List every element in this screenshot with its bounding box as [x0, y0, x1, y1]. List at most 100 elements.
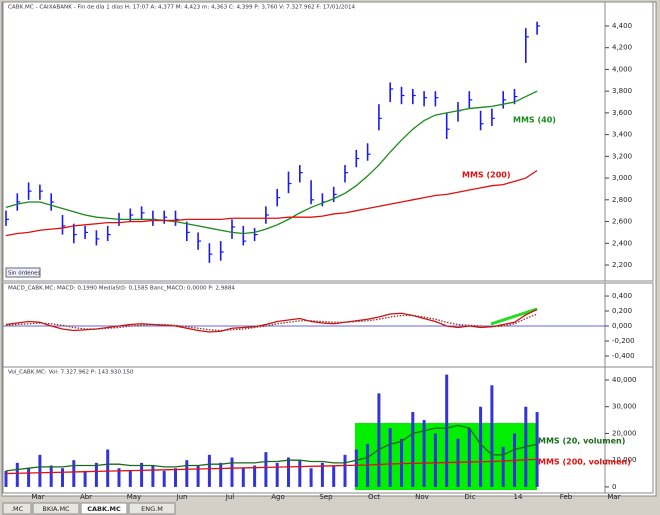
series-label: MMS (200, volumen)	[538, 458, 631, 467]
tab-label[interactable]: ENG.M	[141, 505, 163, 513]
panel-header: MACD_CABK.MC: MACD: 0,1990 MediaSt0: 0,1…	[8, 286, 235, 292]
volume-bar	[94, 462, 98, 487]
volume-bar	[445, 374, 449, 487]
tab-label[interactable]: BKIA.MC	[42, 505, 70, 513]
volume-bar	[38, 454, 42, 487]
volume-bar	[264, 452, 268, 487]
volume-bar	[185, 460, 189, 487]
volume-bar	[388, 428, 392, 487]
volume-bar	[332, 465, 336, 487]
x-tick-label: Nov	[415, 493, 429, 501]
volume-bar	[343, 454, 347, 487]
volume-bar	[61, 468, 64, 487]
volume-bar	[27, 468, 31, 487]
y-tick-label: 30,000	[612, 403, 637, 411]
y-tick-label: 10,000	[612, 456, 637, 464]
volume-bar	[117, 468, 121, 487]
volume-bar	[230, 457, 234, 487]
volume-bar	[49, 465, 53, 487]
volume-bar	[72, 460, 76, 487]
status-text: Sin órdenes	[8, 270, 41, 277]
tab-label[interactable]: .MC	[11, 505, 24, 513]
volume-bar	[151, 465, 155, 487]
panel-header: Vol_CABK.MC: Vol: 7.327.962 P: 143.930.1…	[8, 370, 134, 376]
volume-bar	[501, 446, 505, 487]
y-tick-label: 4,000	[612, 65, 632, 73]
volume-bar	[83, 470, 87, 487]
x-tick-label: 14	[514, 493, 523, 501]
volume-bar	[433, 433, 437, 487]
panel-frame	[2, 1, 654, 282]
chart-area	[1, 1, 657, 497]
series-line	[5, 458, 538, 475]
volume-bar	[275, 462, 279, 487]
y-tick-label: 0	[612, 483, 616, 491]
series-line	[5, 169, 538, 237]
tab[interactable]	[128, 502, 176, 515]
panel-frame	[2, 366, 654, 494]
volume-bar	[207, 454, 211, 487]
volume-bar	[490, 385, 494, 487]
status-box	[5, 267, 41, 278]
trend-line	[490, 307, 538, 326]
volume-bar	[535, 412, 539, 487]
y-tick-label: -0,200	[612, 337, 635, 345]
y-tick-label: 2,600	[612, 218, 632, 226]
volume-bar	[354, 449, 358, 487]
y-tick-label: -0,400	[612, 352, 635, 360]
x-tick-label: Mar	[607, 493, 620, 501]
x-tick-label: Feb	[560, 493, 573, 501]
volume-bar	[422, 420, 426, 487]
volume-bar	[253, 465, 257, 487]
volume-bar	[287, 457, 290, 487]
y-tick-label: 20,000	[612, 429, 637, 437]
volume-bar	[15, 462, 19, 487]
tab[interactable]	[80, 502, 128, 515]
y-tick-label: 3,200	[612, 152, 632, 160]
series-line	[5, 424, 538, 472]
y-tick-label: 2,400	[612, 239, 632, 247]
volume-bar	[174, 468, 177, 487]
y-tick-label: 4,200	[612, 44, 632, 52]
x-tick-label: Abr	[80, 493, 92, 501]
volume-bar	[241, 468, 245, 487]
volume-bar	[309, 468, 313, 487]
y-tick-label: 2,200	[612, 261, 632, 269]
y-tick-label: 4,400	[612, 22, 632, 30]
volume-bar	[479, 406, 483, 487]
volume-bar	[400, 438, 403, 487]
series-line	[5, 308, 538, 333]
series-label: MMS (20, volumen)	[538, 437, 625, 446]
y-tick-label: 40,000	[612, 376, 637, 384]
y-tick-label: 3,400	[612, 131, 632, 139]
x-tick-label: Dic	[464, 493, 475, 501]
y-tick-label: 0,000	[612, 322, 632, 330]
tab-bar: .MC BKIA.MC CABK.MC ENG.M	[2, 502, 176, 515]
volume-bar	[467, 428, 471, 487]
volume-bar	[162, 470, 166, 487]
volume-bar	[4, 470, 8, 487]
y-tick-label: 0,200	[612, 307, 632, 315]
volume-bar	[128, 470, 132, 487]
volume-bar	[196, 465, 200, 487]
x-tick-label: May	[127, 493, 141, 501]
tab-label[interactable]: CABK.MC	[87, 505, 121, 513]
volume-bar	[140, 462, 144, 487]
volume-bar	[106, 449, 110, 487]
volume-bar	[377, 393, 381, 487]
volume-bar	[411, 412, 415, 487]
x-tick-label: Jun	[176, 493, 188, 501]
series-label: MMS (200)	[462, 171, 510, 180]
y-tick-label: 3,800	[612, 87, 632, 95]
tab[interactable]	[2, 502, 32, 515]
tab[interactable]	[32, 502, 80, 515]
volume-bar	[298, 460, 302, 487]
volume-bar	[320, 462, 324, 487]
y-tick-label: 0,400	[612, 292, 632, 300]
panel-header: CABK.MC - CAIXABANK - Fin de día 1 días …	[8, 4, 356, 11]
y-tick-label: 2,800	[612, 196, 632, 204]
x-tick-label: Sep	[319, 493, 333, 501]
x-tick-label: Ago	[271, 493, 285, 501]
x-tick-label: Oct	[368, 493, 380, 501]
